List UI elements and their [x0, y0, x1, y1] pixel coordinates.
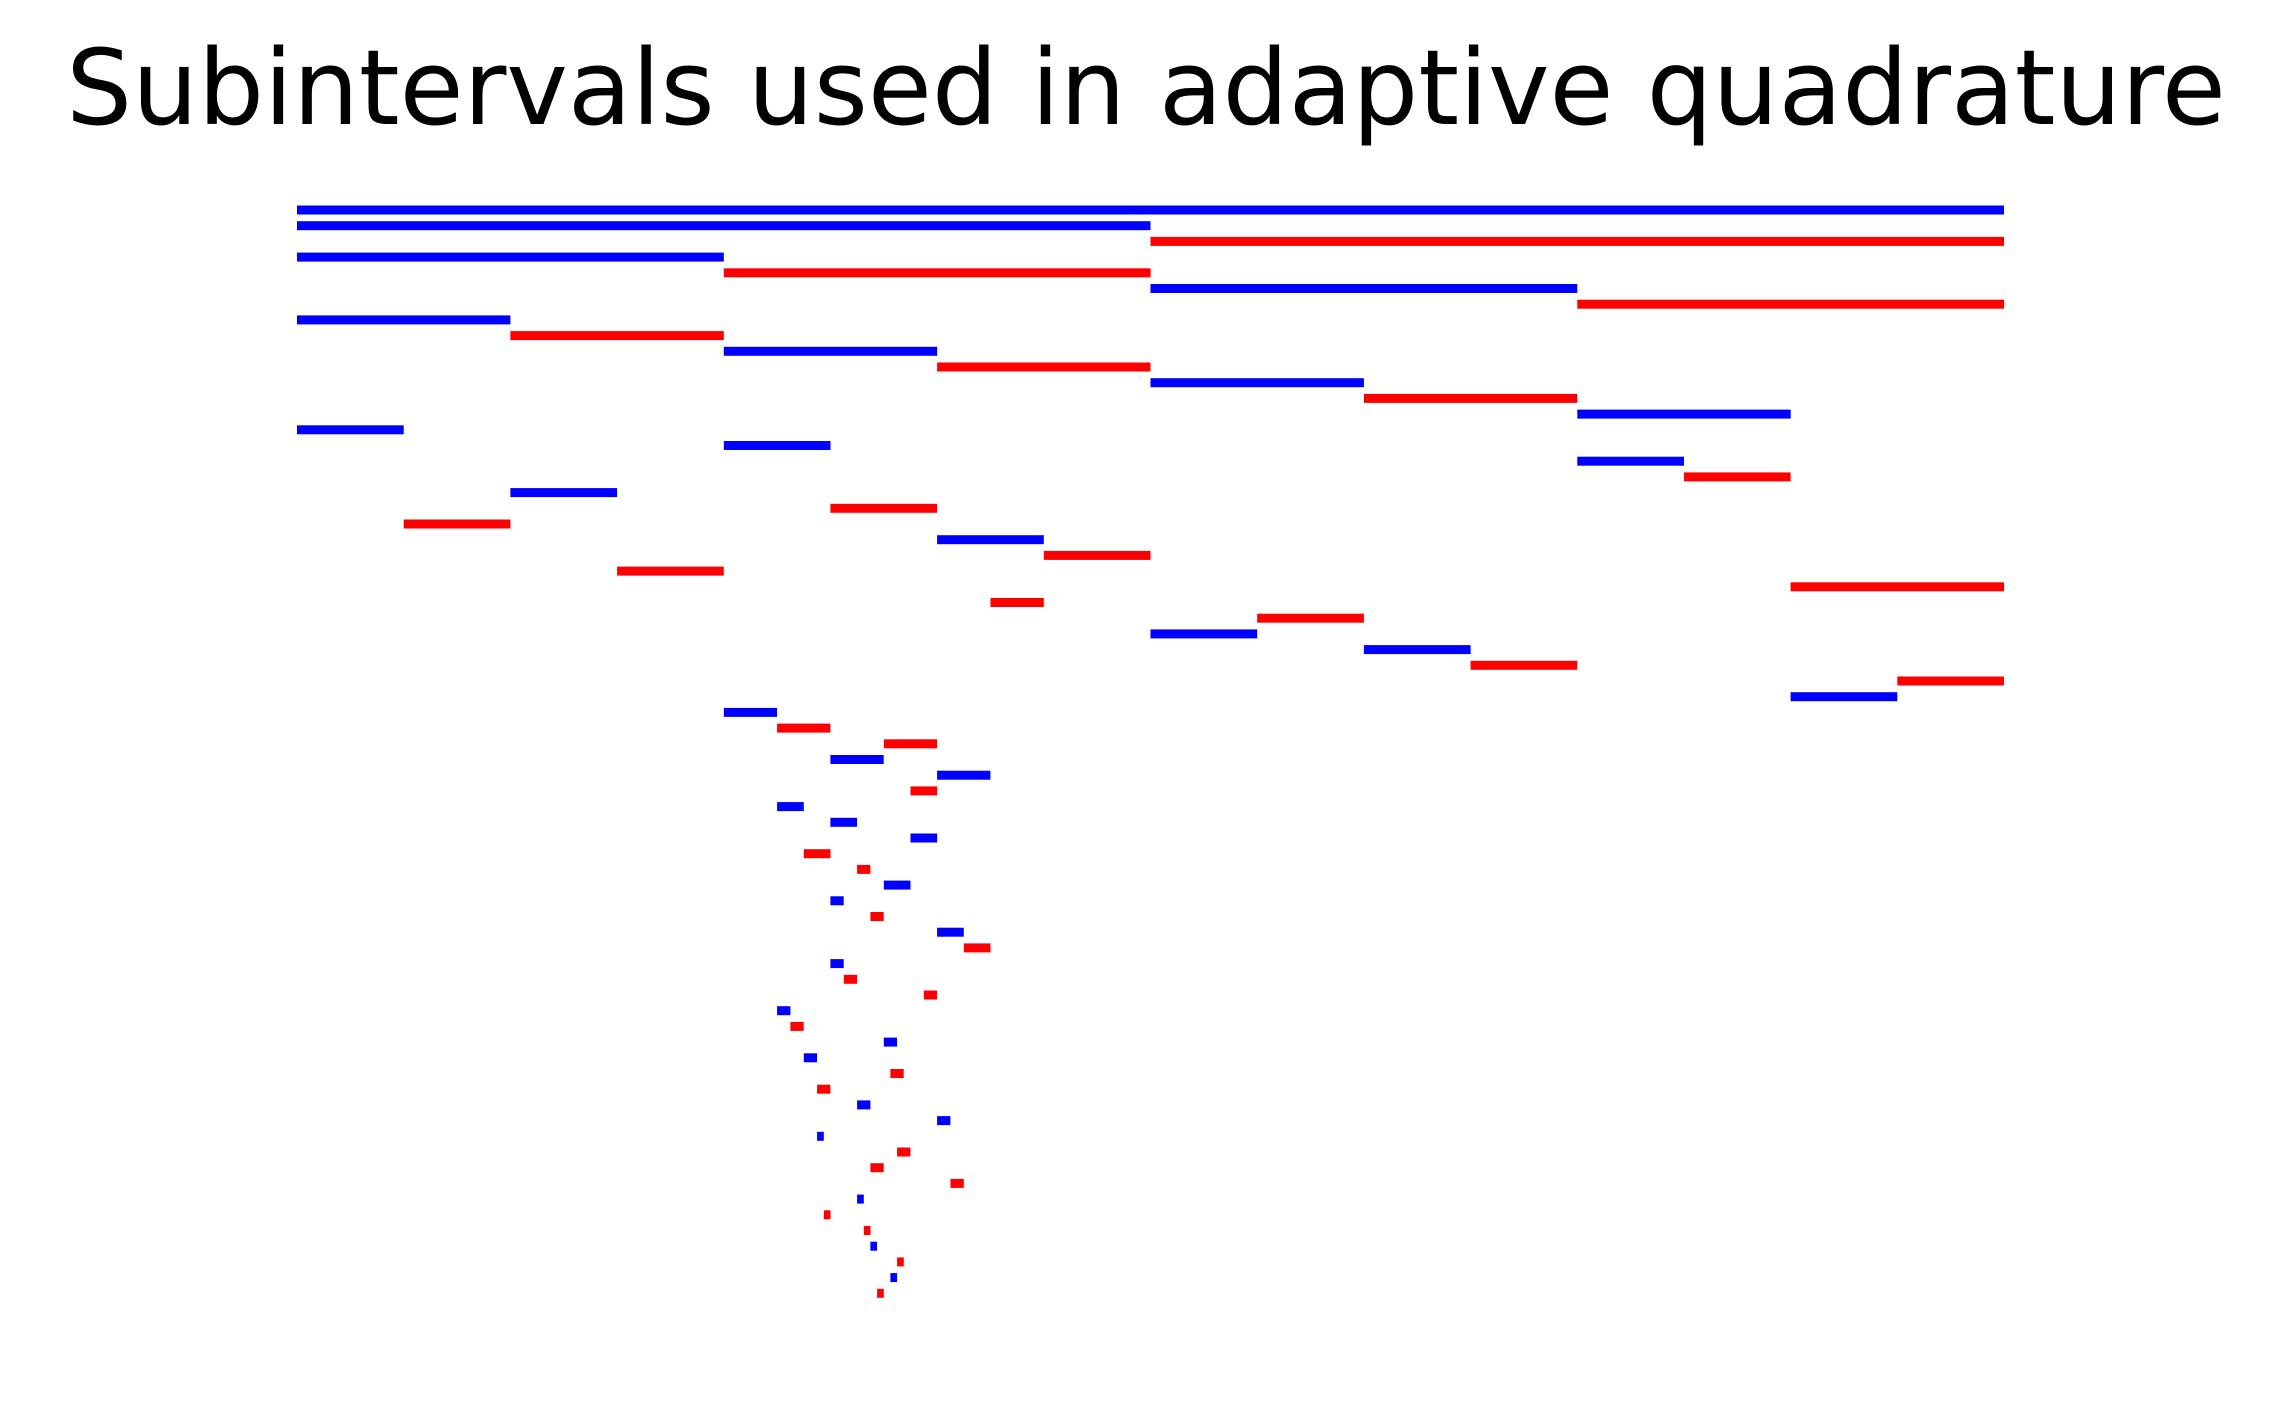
interval-bar-21: [937, 535, 1044, 545]
interval-bar-7: [297, 315, 511, 325]
interval-bar-29: [1470, 660, 1578, 670]
interval-bar-32: [723, 707, 778, 717]
interval-bar-68: [890, 1273, 898, 1283]
interval-bar-17: [1683, 472, 1791, 482]
interval-bar-59: [817, 1131, 824, 1141]
interval-bar-35: [830, 755, 884, 764]
interval-bar-13: [1577, 409, 1791, 419]
interval-bar-54: [803, 1053, 818, 1063]
interval-bar-46: [937, 927, 964, 937]
interval-bar-65: [863, 1226, 871, 1235]
interval-bar-38: [777, 802, 804, 812]
chart-title: Subintervals used in adaptive quadrature: [66, 27, 2226, 149]
interval-bar-69: [877, 1288, 884, 1298]
interval-bar-9: [723, 346, 938, 356]
interval-bar-39: [830, 817, 858, 827]
interval-bars: [297, 205, 2005, 1298]
interval-bar-15: [723, 441, 831, 450]
interval-bar-64: [823, 1210, 831, 1220]
interval-bar-22: [1043, 550, 1151, 560]
interval-bar-3: [297, 252, 724, 262]
interval-bar-53: [883, 1037, 898, 1047]
interval-bar-47: [963, 943, 991, 953]
interval-bar-12: [1363, 393, 1578, 403]
interval-bar-60: [897, 1147, 911, 1157]
interval-bar-30: [1897, 676, 2004, 686]
interval-bar-41: [803, 849, 831, 859]
interval-bar-56: [817, 1084, 831, 1094]
interval-bar-55: [890, 1069, 904, 1078]
interval-bar-14: [297, 425, 404, 435]
interval-bar-45: [870, 912, 884, 921]
interval-bar-57: [857, 1100, 871, 1110]
interval-bar-28: [1363, 645, 1471, 655]
interval-bar-49: [843, 974, 858, 984]
interval-bar-11: [1150, 378, 1364, 388]
interval-bar-61: [870, 1163, 884, 1173]
interval-bar-8: [510, 331, 724, 341]
interval-bar-18: [510, 488, 618, 498]
interval-bar-51: [777, 1006, 791, 1016]
interval-bar-5: [1150, 284, 1578, 293]
interval-bar-1: [297, 221, 1151, 231]
interval-bar-43: [883, 880, 911, 890]
interval-bar-37: [910, 786, 938, 796]
interval-bar-40: [910, 833, 938, 843]
interval-bar-16: [1577, 456, 1684, 466]
interval-bar-42: [857, 864, 871, 874]
interval-bar-19: [830, 503, 938, 513]
interval-bar-52: [790, 1021, 804, 1031]
interval-bar-66: [870, 1241, 878, 1251]
interval-bar-20: [403, 519, 511, 529]
interval-bar-23: [617, 566, 724, 576]
interval-bar-58: [937, 1116, 951, 1126]
interval-bar-4: [723, 268, 1151, 278]
interval-bar-24: [1790, 582, 2004, 592]
interval-bar-67: [897, 1257, 904, 1267]
interval-bar-48: [830, 959, 844, 969]
interval-bar-6: [1577, 299, 2005, 309]
interval-bar-63: [857, 1194, 864, 1204]
interval-bar-2: [1150, 236, 2004, 246]
interval-bar-34: [883, 739, 938, 749]
interval-bar-44: [830, 896, 844, 906]
interval-bar-31: [1790, 692, 1898, 702]
interval-bar-10: [937, 362, 1151, 372]
interval-bar-25: [990, 598, 1044, 607]
interval-bar-0: [297, 205, 2004, 215]
interval-bar-27: [1150, 629, 1258, 639]
interval-bar-62: [950, 1178, 964, 1188]
interval-bar-36: [937, 770, 991, 780]
interval-bar-50: [923, 990, 938, 1000]
interval-bar-33: [777, 723, 831, 733]
interval-bar-26: [1257, 613, 1364, 623]
